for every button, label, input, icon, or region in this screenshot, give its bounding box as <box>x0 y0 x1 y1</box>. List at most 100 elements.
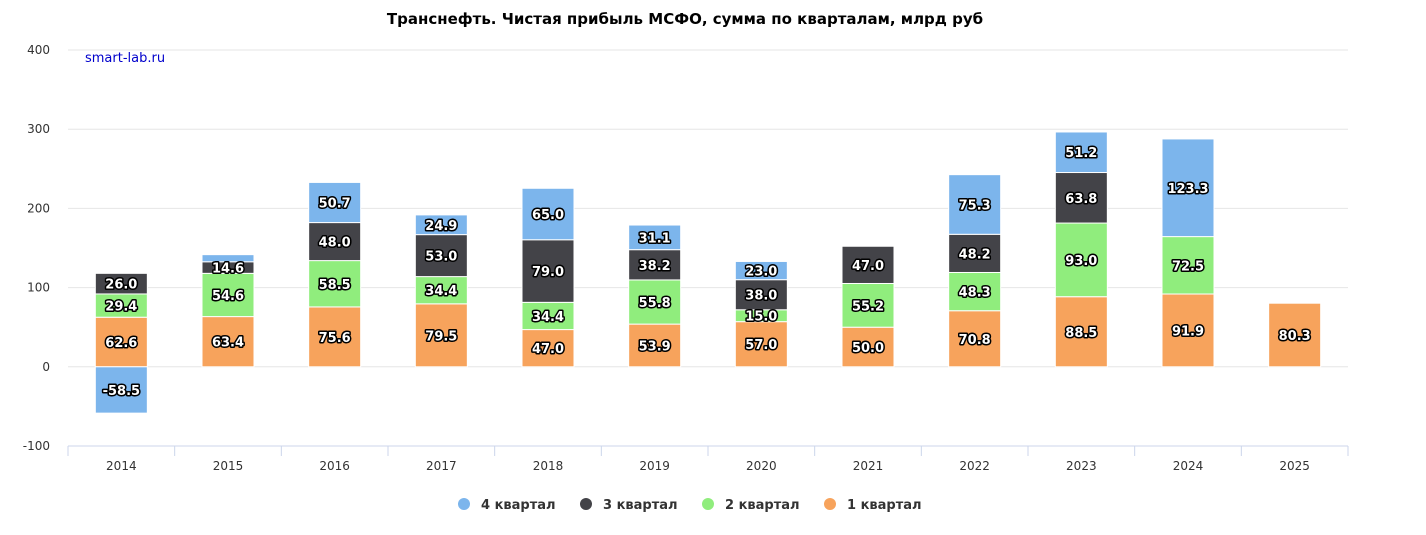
data-label: 55.8 <box>639 296 671 311</box>
y-tick-label: 200 <box>27 201 50 215</box>
data-label: 38.2 <box>639 259 671 274</box>
y-tick-label: 400 <box>27 43 50 57</box>
legend-marker <box>580 498 592 510</box>
data-label: 34.4 <box>425 284 457 299</box>
x-tick-label: 2015 <box>213 459 244 473</box>
data-label: 54.6 <box>212 289 244 304</box>
bar-segment <box>948 271 1002 312</box>
data-label: 23.0 <box>745 265 777 280</box>
legend-item-label: 2 квартал <box>725 498 800 513</box>
legend-marker <box>702 498 714 510</box>
source-label[interactable]: smart-lab.ru <box>85 51 165 66</box>
legend-item-label: 3 квартал <box>603 498 678 513</box>
y-tick-label: -100 <box>23 439 50 453</box>
bar-segment <box>628 323 682 368</box>
x-tick-label: 2017 <box>426 459 457 473</box>
x-axis: 2014 2015 2016 2017 2018 2019 2020 2021 2022 2023… <box>67 445 1349 473</box>
data-label: 88.5 <box>1065 326 1097 341</box>
data-label: 26.0 <box>105 278 137 293</box>
data-label: 63.8 <box>1065 192 1097 207</box>
x-tick-label: 2016 <box>319 459 350 473</box>
data-label: 24.9 <box>425 219 457 234</box>
data-label: 53.0 <box>425 250 457 265</box>
chart-title: Транснефть. Чистая прибыль МСФО, сумма п… <box>387 10 983 28</box>
bar-segment <box>308 222 362 262</box>
bar-segment <box>414 234 468 278</box>
x-tick-label: 2023 <box>1066 459 1097 473</box>
bar-segment <box>841 245 895 284</box>
data-label: 79.5 <box>425 329 457 344</box>
bar-segment <box>521 301 575 331</box>
y-tick-label: 0 <box>42 360 50 374</box>
y-tick-label: 300 <box>27 122 50 136</box>
data-label: 14.6 <box>212 262 244 277</box>
bar-segment <box>521 239 575 303</box>
bar-segment <box>201 254 255 263</box>
data-label: 15.0 <box>745 310 777 325</box>
bar-segment <box>1161 293 1215 368</box>
bar-segment <box>414 214 468 236</box>
bar-segment <box>948 174 1002 235</box>
data-label: 58.5 <box>319 278 351 293</box>
bar-series <box>94 131 1322 414</box>
x-tick-label: 2022 <box>959 459 990 473</box>
data-label: 38.0 <box>745 289 777 304</box>
x-tick-label: 2020 <box>746 459 777 473</box>
legend-item-label: 4 квартал <box>481 498 556 513</box>
bar-segment <box>414 303 468 368</box>
bar-segment <box>1054 172 1108 224</box>
data-label: 70.8 <box>959 333 991 348</box>
bar-segment <box>308 260 362 308</box>
bar-segment <box>94 272 148 295</box>
data-label: 34.4 <box>532 310 564 325</box>
bar-segment <box>1054 222 1108 298</box>
bar-segment <box>948 310 1002 368</box>
data-label: 75.3 <box>959 198 991 213</box>
bar-segment <box>734 321 788 368</box>
bar-segment <box>521 329 575 368</box>
data-label: 50.0 <box>852 341 884 356</box>
data-label: 65.0 <box>532 208 564 223</box>
data-label: 80.3 <box>1279 329 1311 344</box>
data-label: 47.0 <box>852 259 884 274</box>
bar-segment <box>628 224 682 251</box>
data-label: 29.4 <box>105 300 137 315</box>
bar-segment <box>841 326 895 368</box>
bar-segment <box>1161 236 1215 295</box>
data-label: 55.2 <box>852 299 884 314</box>
data-label: 50.7 <box>319 196 351 211</box>
bar-segment <box>1161 138 1215 238</box>
data-label: 91.9 <box>1172 324 1204 339</box>
bar-segment <box>1054 131 1108 174</box>
bar-segment <box>94 366 148 414</box>
data-label: 51.2 <box>1065 146 1097 161</box>
legend-item-label: 1 квартал <box>847 498 922 513</box>
data-label: 75.6 <box>319 331 351 346</box>
bar-segment <box>1054 296 1108 368</box>
bar-segment <box>521 187 575 241</box>
x-tick-label: 2014 <box>106 459 137 473</box>
data-label: 47.0 <box>532 342 564 357</box>
legend[interactable]: 4 квартал 3 квартал 2 квартал 1 квартал <box>458 498 922 513</box>
legend-marker <box>824 498 836 510</box>
x-tick-label: 2025 <box>1279 459 1310 473</box>
data-label: 31.1 <box>639 231 671 246</box>
bar-segment <box>841 282 895 328</box>
bar-segment <box>308 181 362 224</box>
x-tick-label: 2024 <box>1173 459 1204 473</box>
y-tick-label: 100 <box>27 281 50 295</box>
x-tick-label: 2019 <box>639 459 670 473</box>
bar-segment <box>734 260 788 281</box>
data-label: 48.0 <box>319 236 351 251</box>
data-label: 53.9 <box>639 339 671 354</box>
bar-segment <box>201 272 255 318</box>
data-label: 123.3 <box>1167 182 1208 197</box>
x-tick-label: 2018 <box>533 459 564 473</box>
bar-segment <box>1268 302 1322 368</box>
data-label: 72.5 <box>1172 259 1204 274</box>
data-label: 63.4 <box>212 336 244 351</box>
bar-segment <box>308 306 362 368</box>
data-labels: 62.6 29.4 26.0 -58.5 63.4 54.6 14.6 75.6 58.5 48.… <box>101 145 1312 401</box>
data-label: 62.6 <box>105 336 137 351</box>
